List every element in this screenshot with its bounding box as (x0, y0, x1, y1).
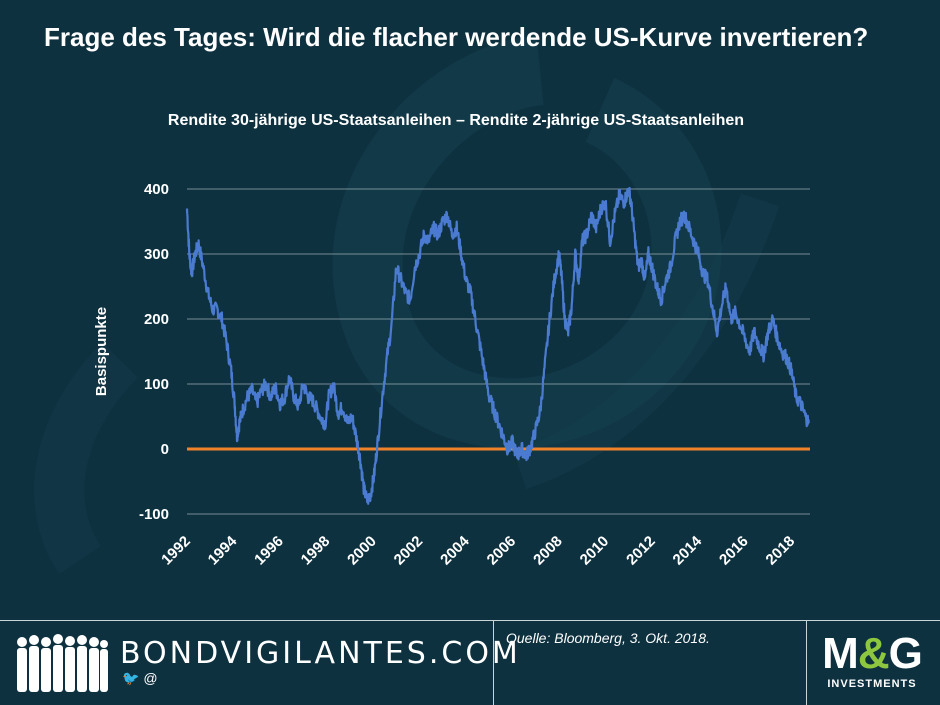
logo-sub-text: INVESTMENTS (827, 678, 917, 690)
x-tick-label: 1996 (251, 533, 287, 569)
people-silhouette-icon (17, 634, 108, 692)
y-tick-label: 300 (144, 246, 169, 263)
footer-divider-left (493, 620, 494, 705)
series-line-spread (185, 186, 810, 505)
y-axis-label: Basispunkte (93, 307, 110, 396)
y-tick-label: 100 (144, 376, 169, 393)
x-tick-label: 2016 (716, 533, 752, 569)
brand-name[interactable]: BONDVIGILANTES.COM (120, 636, 521, 671)
x-tick-label: 1998 (298, 533, 334, 569)
x-tick-label: 2012 (623, 533, 659, 569)
x-tick-label: 1994 (205, 532, 241, 568)
footer-divider-right (806, 620, 807, 705)
x-tick-label: 2008 (530, 533, 566, 569)
x-tick-label: 1992 (158, 533, 194, 569)
y-tick-label: 400 (144, 181, 169, 198)
x-tick-label: 2002 (391, 533, 427, 569)
mg-investments-logo: M&G INVESTMENTS (816, 629, 928, 691)
y-tick-label: -100 (139, 506, 169, 523)
page-title: Frage des Tages: Wird die flacher werden… (44, 22, 869, 52)
gridlines (187, 188, 810, 515)
social-links[interactable]: 🐦 @ (122, 670, 158, 686)
x-tick-label: 2006 (484, 533, 520, 569)
x-tick-label: 2018 (763, 533, 799, 569)
source-note: Quelle: Bloomberg, 3. Okt. 2018. (506, 630, 710, 646)
footer-top-border (0, 620, 940, 621)
y-tick-label: 0 (161, 441, 169, 458)
footer: BONDVIGILANTES.COM 🐦 @ Quelle: Bloomberg… (0, 620, 940, 705)
x-axis-ticks: 1992 1994 1996 1998 2000 2002 2004 2006 2008 2010… (158, 532, 798, 568)
x-tick-label: 2014 (670, 532, 706, 568)
x-tick-label: 2004 (437, 532, 473, 568)
chart-title: Rendite 30-jährige US-Staatsanleihen – R… (167, 112, 745, 129)
y-tick-label: 200 (144, 311, 169, 328)
line-chart: -100 0 100 200 300 400 1992 1994 1996 1998 2000 20… (93, 181, 810, 568)
logo-main-text: M&G (822, 629, 923, 678)
x-tick-label: 2010 (577, 533, 613, 569)
x-tick-label: 2000 (344, 533, 380, 569)
y-axis-ticks: -100 0 100 200 300 400 (139, 181, 169, 523)
